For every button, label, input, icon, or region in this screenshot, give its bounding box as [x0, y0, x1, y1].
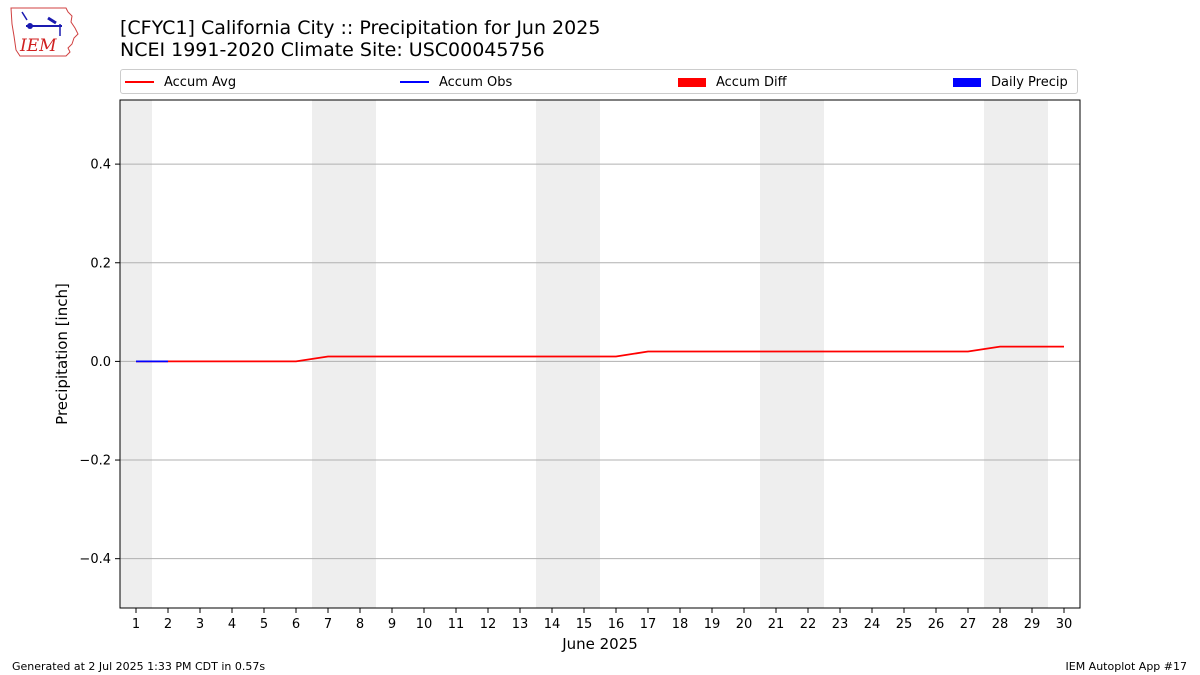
x-tick-label: 30 [1056, 617, 1073, 632]
x-tick-label: 12 [480, 617, 497, 632]
x-tick-label: 25 [896, 617, 913, 632]
y-gridlines [120, 163, 1080, 560]
chart-series [136, 345, 1064, 363]
legend-swatch-accum-avg [125, 81, 154, 83]
logo-text: IEM [19, 36, 57, 56]
weekend-bands [120, 100, 1048, 608]
chart-title: [CFYC1] California City :: Precipitation… [120, 17, 600, 61]
series-line-accum-avg [136, 345, 1064, 363]
x-axis-ticks: 1 2 3 4 5 6 7 8 9 10 11 12 13 14 15 16 17 18 19 20 21 22 23 24 2… [132, 608, 1072, 632]
y-tick-label: 0.0 [90, 355, 111, 370]
x-tick-label: 21 [768, 617, 785, 632]
x-tick-label: 11 [448, 617, 465, 632]
x-tick-label: 17 [640, 617, 657, 632]
x-tick-label: 4 [228, 617, 236, 632]
weekend-band [760, 100, 824, 608]
y-axis-label: Precipitation [inch] [53, 283, 71, 425]
x-tick-label: 18 [672, 617, 689, 632]
legend-label-accum-avg: Accum Avg [164, 74, 237, 90]
y-tick-label: −0.2 [79, 454, 111, 469]
x-tick-label: 26 [928, 617, 945, 632]
chart-title-line1: [CFYC1] California City :: Precipitation… [120, 17, 601, 39]
x-tick-label: 3 [196, 617, 204, 632]
weekend-band [312, 100, 376, 608]
y-tick-label: −0.4 [79, 552, 111, 567]
x-tick-label: 5 [260, 617, 268, 632]
x-tick-label: 28 [992, 617, 1009, 632]
plot-frame [119, 99, 1081, 609]
x-tick-label: 16 [608, 617, 625, 632]
x-tick-label: 6 [292, 617, 300, 632]
chart-legend: Accum Avg Accum Obs Accum Diff Daily Pre… [120, 69, 1078, 94]
x-axis-label: June 2025 [561, 635, 638, 653]
y-axis-ticks: −0.4 −0.2 0.0 0.2 0.4 [79, 158, 120, 567]
x-tick-label: 15 [576, 617, 593, 632]
x-tick-label: 19 [704, 617, 721, 632]
legend-item-daily-precip: Daily Precip [953, 74, 1068, 90]
legend-swatch-accum-diff [678, 77, 706, 87]
footer-generated: Generated at 2 Jul 2025 1:33 PM CDT in 0… [12, 660, 266, 673]
x-tick-label: 10 [416, 617, 433, 632]
x-tick-label: 22 [800, 617, 817, 632]
y-tick-label: 0.4 [90, 158, 111, 173]
x-tick-label: 24 [864, 617, 881, 632]
x-tick-label: 1 [132, 617, 140, 632]
x-tick-label: 23 [832, 617, 849, 632]
legend-item-accum-obs: Accum Obs [400, 74, 512, 90]
x-tick-label: 27 [960, 617, 977, 632]
y-tick-label: 0.2 [90, 256, 111, 271]
x-tick-label: 8 [356, 617, 364, 632]
legend-item-accum-diff: Accum Diff [678, 74, 787, 90]
legend-label-accum-diff: Accum Diff [716, 74, 787, 90]
iem-logo-icon: IEM [8, 6, 80, 60]
legend-swatch-accum-obs [400, 81, 429, 83]
weekend-band [984, 100, 1048, 608]
x-tick-label: 14 [544, 617, 561, 632]
x-tick-label: 29 [1024, 617, 1041, 632]
footer-app-id: IEM Autoplot App #17 [1065, 660, 1188, 673]
legend-label-accum-obs: Accum Obs [439, 74, 513, 90]
x-tick-label: 7 [324, 617, 332, 632]
legend-item-accum-avg: Accum Avg [125, 74, 236, 90]
weekend-band [536, 100, 600, 608]
weekend-band [120, 100, 152, 608]
x-tick-label: 2 [164, 617, 172, 632]
x-tick-label: 13 [512, 617, 529, 632]
x-tick-label: 9 [388, 617, 396, 632]
chart-title-line2: NCEI 1991-2020 Climate Site: USC00045756 [120, 39, 545, 61]
x-tick-label: 20 [736, 617, 753, 632]
legend-label-daily-precip: Daily Precip [991, 74, 1068, 90]
legend-swatch-daily-precip [953, 77, 981, 87]
